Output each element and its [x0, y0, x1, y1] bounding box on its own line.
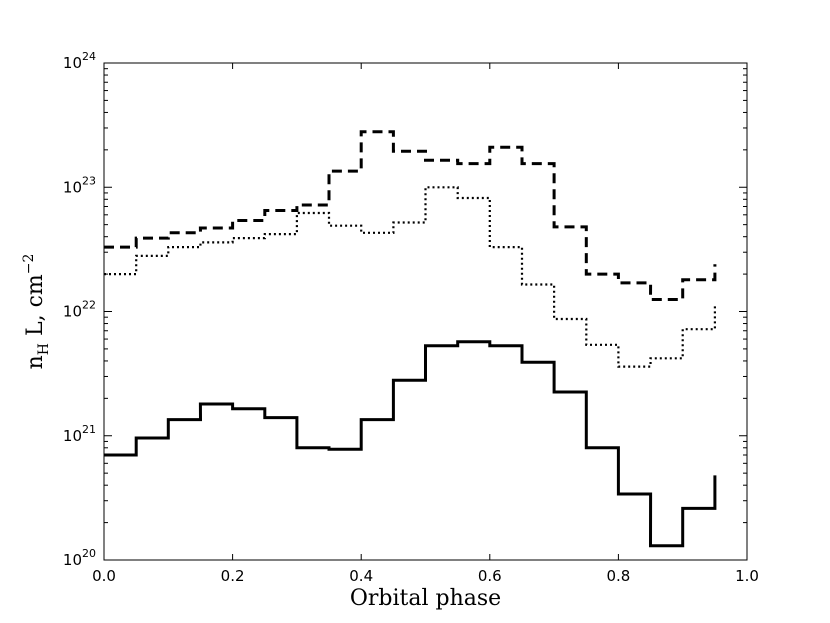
- y-tick-label: 1021: [63, 423, 96, 445]
- y-tick-base: 10: [63, 303, 82, 321]
- chart-marks: [104, 130, 717, 548]
- y-tick-exponent: 20: [82, 547, 96, 560]
- series-line-dashed: [104, 130, 717, 301]
- y-tick-label: 1024: [63, 50, 96, 72]
- y-axis-label: nH L, cm−2: [21, 254, 52, 370]
- y-axis-label-rest: L, cm: [23, 274, 48, 343]
- x-tick-labels: 0.0 0.2 0.4 0.6 0.8 1.0: [92, 567, 759, 585]
- series-line-dotted: [104, 186, 716, 368]
- series-line-solid: [104, 340, 717, 548]
- x-tick-label: 1.0: [735, 567, 759, 585]
- y-tick-exponent: 24: [82, 50, 96, 63]
- y-tick-exponent: 22: [82, 299, 96, 312]
- y-tick-exponent: 23: [82, 174, 96, 187]
- x-tick-label: 0.8: [606, 567, 630, 585]
- x-tick-label: 0.4: [349, 567, 373, 585]
- plot-frame: [103, 62, 748, 561]
- x-tick-label: 0.0: [92, 567, 116, 585]
- y-axis-label-sub: H: [36, 343, 52, 355]
- x-tick-label: 0.2: [221, 567, 245, 585]
- y-axis-label-sup: −2: [21, 254, 37, 275]
- y-tick-base: 10: [63, 427, 82, 445]
- y-tick-base: 10: [63, 54, 82, 72]
- y-axis-label-base: n: [23, 355, 48, 369]
- y-tick-base: 10: [63, 551, 82, 569]
- x-tick-label: 0.6: [478, 567, 502, 585]
- y-tick-label: 1023: [63, 174, 96, 196]
- y-tick-label: 1020: [63, 547, 96, 569]
- axis-ticks: [103, 62, 748, 561]
- x-axis-label: Orbital phase: [350, 586, 501, 611]
- y-tick-base: 10: [63, 178, 82, 196]
- y-tick-label: 1022: [63, 299, 96, 321]
- y-tick-exponent: 21: [82, 423, 96, 436]
